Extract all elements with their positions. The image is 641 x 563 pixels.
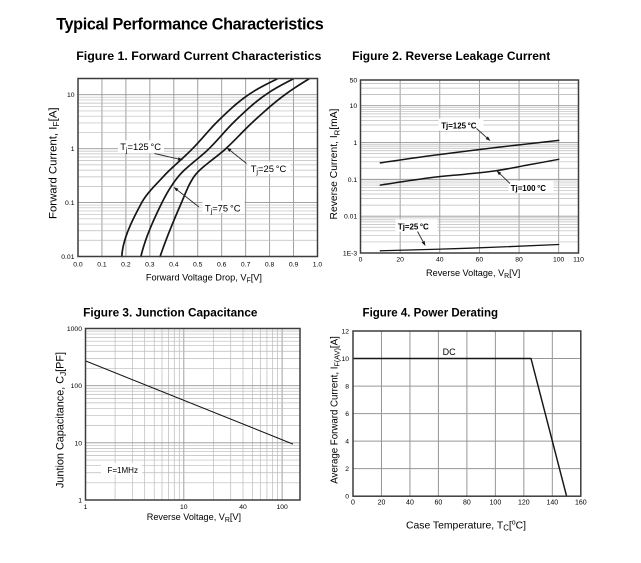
svg-text:40: 40 [436,257,444,264]
svg-text:Average Forward Current, IF(AV: Average Forward Current, IF(AV)[A] [330,336,342,484]
svg-text:Figure 4. Power Derating: Figure 4. Power Derating [363,307,498,319]
svg-text:Forward Voltage Drop, VF[V]: Forward Voltage Drop, VF[V] [146,273,262,285]
svg-text:1000: 1000 [67,326,82,333]
svg-text:0.4: 0.4 [169,261,179,268]
svg-text:100: 100 [71,383,83,390]
svg-text:Tj=125 °C: Tj=125 °C [120,141,161,154]
svg-text:F=1MHz: F=1MHz [108,466,138,475]
svg-text:1: 1 [353,140,357,147]
svg-text:0: 0 [351,500,355,507]
svg-text:1E-3: 1E-3 [343,251,358,258]
svg-text:DC: DC [443,347,456,357]
svg-text:Reverse Voltage, VR[V]: Reverse Voltage, VR[V] [426,268,520,280]
svg-text:100: 100 [276,504,288,511]
svg-text:140: 140 [546,500,558,507]
svg-text:Tj=25 °C: Tj=25 °C [251,163,287,176]
svg-text:0: 0 [359,257,363,264]
svg-text:10: 10 [74,440,82,447]
svg-text:0.1: 0.1 [65,200,75,207]
svg-text:0.6: 0.6 [217,261,227,268]
svg-text:0.01: 0.01 [61,254,74,261]
svg-text:100: 100 [553,257,565,264]
svg-text:40: 40 [406,500,414,507]
svg-text:0.2: 0.2 [121,261,131,268]
svg-text:60: 60 [435,500,443,507]
svg-text:Figure 2. Reverse Leakage Curr: Figure 2. Reverse Leakage Current [352,49,550,63]
svg-text:0.7: 0.7 [241,261,251,268]
svg-text:Case Temperature, TC[oC]: Case Temperature, TC[oC] [406,520,526,533]
svg-text:Tj=100 °C: Tj=100 °C [511,184,547,193]
svg-text:10: 10 [67,92,75,99]
svg-text:0.5: 0.5 [193,261,203,268]
svg-text:0.01: 0.01 [344,214,357,221]
svg-text:0: 0 [345,494,349,501]
svg-text:40: 40 [239,504,247,511]
svg-text:8: 8 [345,383,349,390]
svg-text:20: 20 [396,257,404,264]
svg-text:80: 80 [515,257,523,264]
svg-text:1: 1 [78,498,82,505]
svg-text:Figure 1. Forward Current Char: Figure 1. Forward Current Characteristic… [76,49,321,63]
svg-text:110: 110 [573,257,584,264]
svg-text:0.3: 0.3 [145,261,155,268]
svg-text:1.0: 1.0 [313,261,323,268]
svg-text:Figure 3. Junction Capacitance: Figure 3. Junction Capacitance [83,305,258,319]
svg-text:1: 1 [84,504,88,511]
svg-text:Tj=25 °C: Tj=25 °C [398,223,429,232]
svg-text:0.1: 0.1 [348,177,358,184]
svg-text:0.0: 0.0 [73,261,83,268]
svg-text:10: 10 [341,356,349,363]
svg-text:10: 10 [180,504,188,511]
svg-text:0.1: 0.1 [97,261,107,268]
svg-text:1: 1 [71,146,75,153]
svg-text:80: 80 [463,500,471,507]
svg-text:Tj=125 °C: Tj=125 °C [441,121,477,130]
svg-text:Forward Current, IF[A]: Forward Current, IF[A] [48,107,62,219]
svg-text:0.9: 0.9 [289,261,299,268]
svg-text:Juntion Capacitance, CJ[PF]: Juntion Capacitance, CJ[PF] [55,352,68,488]
svg-text:6: 6 [345,411,349,418]
svg-text:120: 120 [518,500,530,507]
svg-text:10: 10 [350,103,358,110]
svg-text:4: 4 [345,439,349,446]
svg-text:2: 2 [345,466,349,473]
svg-text:Tj=75 °C: Tj=75 °C [205,203,241,216]
svg-text:160: 160 [575,500,587,507]
svg-text:12: 12 [341,328,349,335]
svg-text:Reverse Current, IR[mA]: Reverse Current, IR[mA] [329,108,341,219]
svg-text:0.8: 0.8 [265,261,275,268]
svg-text:Typical Performance Characteri: Typical Performance Characteristics [56,15,324,33]
svg-text:50: 50 [350,78,358,85]
svg-text:100: 100 [490,500,502,507]
svg-text:20: 20 [378,500,386,507]
svg-text:60: 60 [476,257,484,264]
svg-text:Reverse Voltage, VR[V]: Reverse Voltage, VR[V] [147,512,241,524]
